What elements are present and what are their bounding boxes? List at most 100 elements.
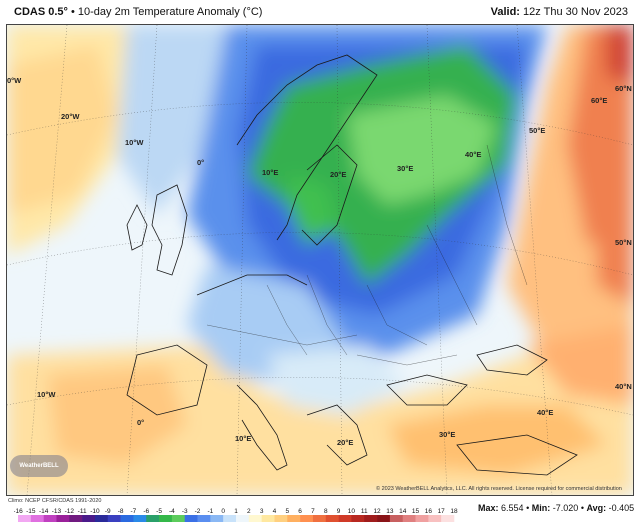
stats-summary: Max: 6.554 • Min: -7.020 • Avg: -0.405 [478, 503, 634, 513]
colorbar-tick-label: 9 [337, 508, 341, 515]
colorbar-tick-label: 3 [260, 508, 264, 515]
colorbar-swatches [18, 515, 455, 522]
copyright-text: © 2023 WeatherBELL Analytics, LLC. All r… [376, 486, 622, 492]
colorbar-swatch [364, 515, 378, 522]
colorbar-swatch [18, 515, 32, 522]
colorbar-tick-label: -14 [39, 508, 49, 515]
label-lon-60e: 60°E [591, 96, 607, 105]
colorbar-swatch [30, 515, 44, 522]
colorbar-swatch [210, 515, 224, 522]
colorbar-tick-label: -13 [52, 508, 62, 515]
coastlines [126, 54, 578, 476]
colorbar-tick-label: -15 [26, 508, 36, 515]
max-value: 6.554 [501, 503, 524, 513]
colorbar-swatch [236, 515, 250, 522]
colorbar-tick-label: 0 [221, 508, 225, 515]
colorbar-tick-label: -3 [182, 508, 188, 515]
stats-bullet-2: • [580, 503, 584, 513]
colorbar-swatch [389, 515, 403, 522]
colorbar-tick-label: 2 [247, 508, 251, 515]
colorbar-swatch [120, 515, 134, 522]
stats-bullet-1: • [526, 503, 530, 513]
label-lon-30w: 0°W [7, 76, 22, 85]
colorbar-tick-label: 4 [273, 508, 277, 515]
colorbar-tick-label: -9 [105, 508, 111, 515]
label-lon-30e-top: 30°E [397, 164, 413, 173]
colorbar-swatch [351, 515, 365, 522]
colorbar-tick-label: 13 [386, 508, 394, 515]
colorbar-swatch [377, 515, 391, 522]
label-lon-10e-bot: 10°E [235, 434, 251, 443]
colorbar-swatch [43, 515, 57, 522]
colorbar-swatch [428, 515, 442, 522]
label-lon-10w-bot: 10°W [37, 390, 56, 399]
label-lon-0-bot: 0° [137, 418, 144, 427]
colorbar-swatch [274, 515, 288, 522]
min-label: Min: [531, 503, 551, 513]
colorbar-swatch [312, 515, 327, 522]
anomaly-map: 0°W 20°W 10°W 0° 10°E 20°E 30°E 40°E 50°… [6, 24, 634, 496]
colorbar-tick-label: 16 [425, 508, 433, 515]
graticule-labels: 0°W 20°W 10°W 0° 10°E 20°E 30°E 40°E 50°… [7, 76, 632, 447]
label-lon-20e-top: 20°E [330, 170, 346, 179]
label-lon-10w-top: 10°W [125, 138, 144, 147]
colorbar-ticks: -16 -15 -14 -13 -12 -11 -10 -9 -8 -7 -6 -5 -4 -3 -2 -1 0… [14, 508, 458, 515]
graticule [7, 25, 633, 495]
colorbar-swatch [223, 515, 237, 522]
colorbar-tick-label: -10 [90, 508, 100, 515]
colorbar-tick-label: -12 [65, 508, 75, 515]
anomaly-field [7, 25, 633, 495]
colorbar-tick-label: 7 [311, 508, 315, 515]
label-lon-20w: 20°W [61, 112, 80, 121]
colorbar-swatch [184, 515, 198, 522]
header-bar: CDAS 0.5° • 10-day 2m Temperature Anomal… [0, 0, 640, 24]
label-lat-60n: 60°N [615, 84, 632, 93]
colorbar-swatch [441, 515, 455, 522]
colorbar-tick-label: -1 [207, 508, 213, 515]
max-label: Max: [478, 503, 499, 513]
colorbar-tick-label: 15 [412, 508, 420, 515]
label-lat-40n: 40°N [615, 382, 632, 391]
label-lon-50e-top: 50°E [529, 126, 545, 135]
colorbar-swatch [287, 515, 301, 522]
colorbar-swatch [415, 515, 429, 522]
colorbar-tick-label: 6 [298, 508, 302, 515]
colorbar-swatch [159, 515, 173, 522]
colorbar-tick-label: -5 [156, 508, 162, 515]
colorbar-tick-label: -8 [118, 508, 124, 515]
title-separator: • [70, 6, 75, 18]
colorbar-swatch [300, 515, 314, 522]
colorbar-tick-label: 17 [438, 508, 446, 515]
colorbar-tick-label: 14 [399, 508, 407, 515]
colorbar-tick-label: 1 [234, 508, 238, 515]
colorbar-tick-label: -11 [78, 508, 87, 515]
valid-time-value: 12z Thu 30 Nov 2023 [523, 6, 628, 18]
colorbar-tick-label: 10 [348, 508, 356, 515]
valid-time: Valid: 12z Thu 30 Nov 2023 [491, 6, 628, 18]
label-lon-30e-bot: 30°E [439, 430, 455, 439]
model-name: CDAS 0.5° [14, 6, 68, 18]
colorbar: -16 -15 -14 -13 -12 -11 -10 -9 -8 -7 -6 -5 -4 -3 -2 -1 0… [14, 508, 458, 522]
colorbar-swatch [402, 515, 416, 522]
weatherbell-logo: WeatherBELL [10, 455, 68, 477]
colorbar-swatch [146, 515, 160, 522]
colorbar-swatch [338, 515, 352, 522]
colorbar-swatch [69, 515, 83, 522]
colorbar-swatch [56, 515, 70, 522]
label-lon-0-top: 0° [197, 158, 204, 167]
colorbar-swatch [94, 515, 109, 522]
colorbar-swatch [82, 515, 96, 522]
colorbar-swatch [325, 515, 339, 522]
map-canvas: 0°W 20°W 10°W 0° 10°E 20°E 30°E 40°E 50°… [7, 25, 633, 495]
colorbar-tick-label: -16 [14, 508, 23, 515]
valid-label: Valid: [490, 6, 520, 18]
label-lon-40e-bot: 40°E [537, 408, 553, 417]
climo-credit: Climo: NCEP CFSR/CDAS 1991-2020 [8, 498, 102, 504]
colorbar-swatch [133, 515, 147, 522]
colorbar-tick-label: -7 [131, 508, 137, 515]
label-lon-20e-bot: 20°E [337, 438, 353, 447]
label-lat-50n: 50°N [615, 238, 632, 247]
min-value: -7.020 [552, 503, 579, 513]
colorbar-swatch [248, 515, 262, 522]
colorbar-tick-label: -4 [169, 508, 175, 515]
